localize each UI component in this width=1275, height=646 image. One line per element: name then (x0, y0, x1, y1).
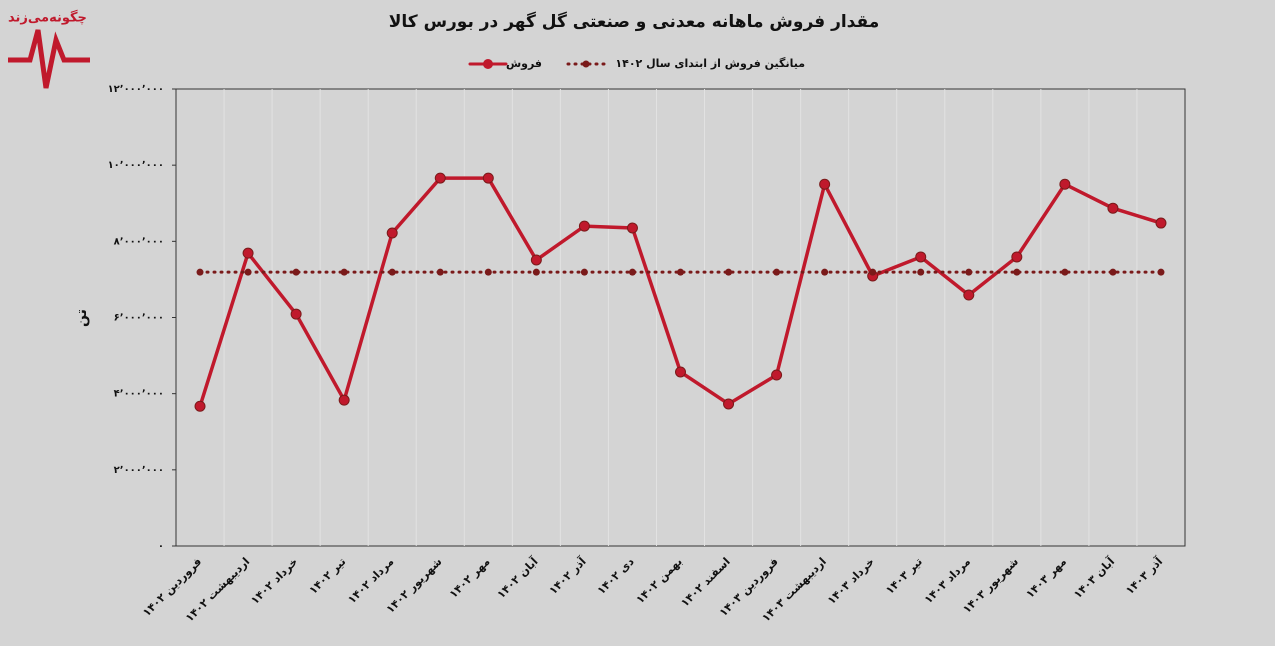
data-point (244, 268, 252, 276)
logo-tagline: چگونه‌می‌زند (8, 10, 87, 26)
data-point (578, 220, 590, 232)
data-point (436, 268, 444, 276)
data-point (290, 308, 302, 320)
data-point (965, 268, 973, 276)
data-point (963, 289, 975, 301)
legend-label: میانگین فروش از ابتدای سال ۱۴۰۲ (615, 57, 805, 70)
data-point (530, 254, 542, 266)
data-point (819, 178, 831, 190)
data-point (1059, 178, 1071, 190)
data-point (626, 222, 638, 234)
legend-label: فروش (506, 57, 542, 70)
data-point (196, 268, 204, 276)
data-point (484, 268, 492, 276)
data-point (1109, 268, 1117, 276)
data-point (675, 366, 686, 378)
data-point (388, 268, 396, 276)
y-tick-label: ۰ (158, 541, 164, 552)
chart-title: مقدار فروش ماهانه معدنی و صنعتی گل گهر د… (389, 11, 880, 32)
data-point (1157, 268, 1165, 276)
y-tick-label: ۶٬۰۰۰٬۰۰۰ (114, 313, 164, 324)
data-point (725, 268, 733, 276)
data-point (917, 268, 925, 276)
y-tick-label: ۸٬۰۰۰٬۰۰۰ (114, 236, 164, 247)
data-point (242, 247, 254, 259)
legend-marker (483, 59, 493, 69)
data-point (338, 394, 350, 406)
data-point (482, 172, 494, 184)
data-point (1061, 268, 1069, 276)
data-point (194, 400, 206, 412)
y-tick-label: ۴٬۰۰۰٬۰۰۰ (114, 389, 164, 400)
data-point (434, 172, 446, 184)
y-tick-label: ۱۲٬۰۰۰٬۰۰۰ (108, 84, 164, 95)
data-point (677, 268, 684, 276)
data-point (915, 251, 927, 263)
data-point (292, 268, 300, 276)
data-point (1155, 217, 1167, 229)
legend-marker (582, 60, 590, 68)
data-point (340, 268, 348, 276)
y-tick-label: ۲٬۰۰۰٬۰۰۰ (114, 465, 164, 476)
data-point (532, 268, 540, 276)
data-point (628, 268, 636, 276)
logo-mark (8, 29, 90, 89)
data-point (580, 268, 588, 276)
data-point (771, 369, 783, 381)
data-point (723, 398, 735, 410)
data-point (773, 268, 781, 276)
data-point (821, 268, 829, 276)
data-point (1107, 202, 1119, 214)
data-point (386, 227, 398, 239)
y-tick-label: ۱۰٬۰۰۰٬۰۰۰ (108, 160, 164, 171)
data-point (1013, 268, 1021, 276)
data-point (869, 268, 877, 276)
y-axis-label: تن (74, 309, 90, 327)
data-point (1011, 251, 1023, 263)
